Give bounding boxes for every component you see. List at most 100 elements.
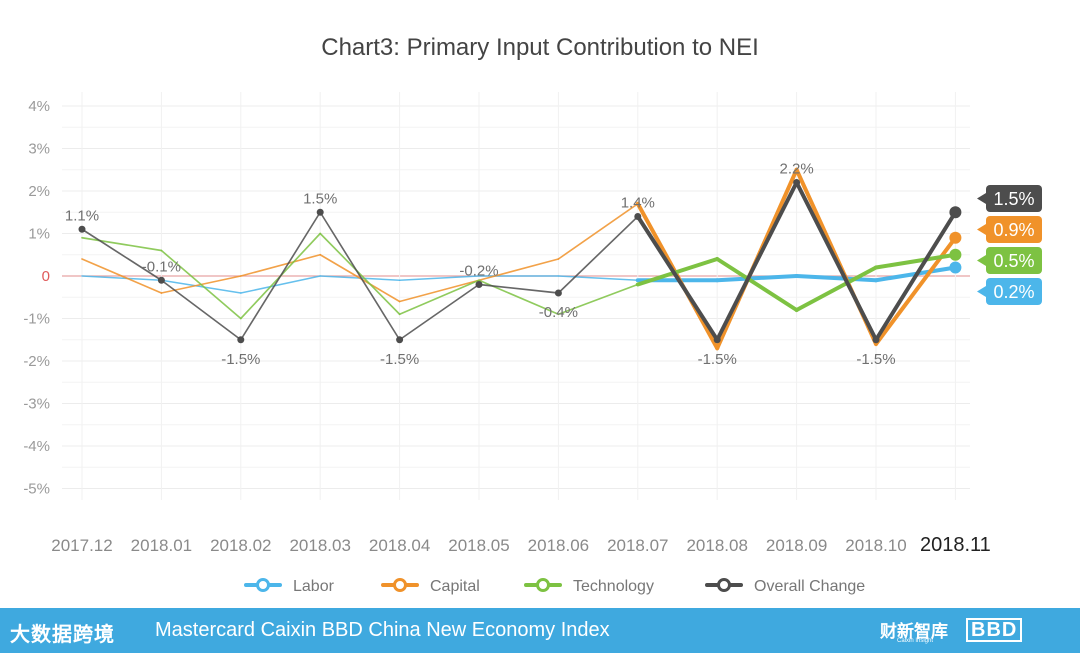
end-label-pointer bbox=[977, 224, 986, 235]
footer-logo-caixin: 财新智库 bbox=[880, 622, 948, 641]
data-label: -0.1% bbox=[142, 258, 181, 275]
series-segment bbox=[398, 275, 480, 281]
series-segment bbox=[557, 215, 639, 294]
series-segment bbox=[715, 257, 799, 312]
end-label-text: 0.9% bbox=[993, 220, 1034, 240]
series-segment bbox=[160, 279, 242, 294]
series-segment bbox=[794, 274, 878, 283]
data-label: -1.5% bbox=[221, 351, 260, 368]
series-segment bbox=[715, 274, 799, 283]
legend-swatch-marker bbox=[256, 578, 270, 592]
series-segment bbox=[635, 257, 720, 287]
end-label-pointer bbox=[977, 255, 986, 266]
legend-label: Overall Change bbox=[754, 578, 865, 595]
x-tick-label: 2018.10 bbox=[845, 536, 906, 555]
x-tick-label: 2018.01 bbox=[131, 536, 192, 555]
series-segment bbox=[398, 283, 480, 341]
end-label-text: 0.2% bbox=[993, 282, 1034, 302]
end-label-labor: 0.2% bbox=[977, 278, 1042, 305]
y-tick-label: -4% bbox=[23, 438, 50, 455]
series-segment bbox=[794, 265, 878, 312]
y-tick-label: 2% bbox=[28, 183, 50, 200]
x-tick-label: 2018.06 bbox=[528, 536, 589, 555]
data-point bbox=[634, 213, 642, 220]
series-segment bbox=[81, 228, 163, 282]
data-point bbox=[793, 179, 801, 186]
data-labels: 1.1% -0.1% -1.5% 1.5% -1.5% -0.2% -0.4% 1.4% -1.… bbox=[65, 161, 896, 368]
y-tick-label: -5% bbox=[23, 481, 50, 498]
end-label-box bbox=[986, 185, 1042, 212]
legend-item-capital: Capital bbox=[381, 578, 480, 595]
series-segment bbox=[874, 235, 958, 346]
x-tick-label: 2018.05 bbox=[448, 536, 509, 555]
series-segment bbox=[81, 236, 163, 252]
series-end-point bbox=[949, 231, 962, 244]
axes: 4% 3% 2% 1% 0 -1% -2% -3% -4% -5% 2017.12 2018.01 20… bbox=[23, 98, 990, 556]
series-segment bbox=[239, 211, 322, 341]
series-segment bbox=[557, 275, 639, 281]
end-label-pointer bbox=[977, 193, 986, 204]
series-segment bbox=[874, 210, 958, 342]
y-tick-label: 4% bbox=[28, 98, 50, 115]
series-segment bbox=[478, 283, 560, 294]
end-label-pointer bbox=[977, 286, 986, 297]
data-point bbox=[157, 276, 165, 284]
series-segment bbox=[319, 232, 401, 316]
end-label-technology: 0.5% bbox=[977, 247, 1042, 274]
data-point bbox=[396, 336, 404, 344]
series-segment bbox=[398, 279, 480, 316]
y-tick-label: 3% bbox=[28, 141, 50, 158]
end-label-text: 0.5% bbox=[993, 251, 1034, 271]
data-label: -1.5% bbox=[856, 351, 895, 368]
series-segment bbox=[874, 252, 958, 270]
series-segment bbox=[160, 279, 242, 341]
series-segment bbox=[81, 258, 163, 294]
data-point bbox=[316, 208, 324, 216]
series-segment bbox=[478, 258, 560, 282]
end-label-capital: 0.9% bbox=[977, 216, 1042, 243]
x-tick-label: 2018.04 bbox=[369, 536, 430, 555]
end-label-overall-change: 1.5% bbox=[977, 185, 1042, 212]
footer-logo-bbd: BBD bbox=[966, 618, 1023, 642]
chart-title: Chart3: Primary Input Contribution to NE… bbox=[321, 34, 759, 61]
legend-item-technology: Technology bbox=[524, 578, 654, 595]
end-label-box bbox=[986, 278, 1042, 305]
series-segment bbox=[557, 283, 639, 316]
series-segment bbox=[319, 211, 401, 341]
legend: Labor Capital Technology Overall Change bbox=[244, 578, 865, 595]
series-end-point bbox=[949, 206, 962, 219]
data-point bbox=[713, 336, 721, 344]
x-tick-label: 2018.02 bbox=[210, 536, 271, 555]
legend-swatch-marker bbox=[536, 578, 550, 592]
legend-label: Capital bbox=[430, 578, 480, 595]
end-label-text: 1.5% bbox=[993, 189, 1034, 209]
data-point bbox=[554, 289, 562, 297]
legend-label: Technology bbox=[573, 578, 654, 595]
data-label: 1.4% bbox=[621, 195, 655, 212]
series-end-point bbox=[949, 248, 962, 261]
legend-item-labor: Labor bbox=[244, 578, 335, 595]
footer-logo-left: 大数据跨境 bbox=[10, 624, 115, 646]
data-label: -1.5% bbox=[380, 351, 419, 368]
y-tick-label: -2% bbox=[23, 353, 50, 370]
x-tick-label: 2018.07 bbox=[607, 536, 668, 555]
end-label-box bbox=[986, 247, 1042, 274]
legend-label: Labor bbox=[293, 578, 335, 595]
y-tick-label: 1% bbox=[28, 226, 50, 243]
series-segment bbox=[239, 253, 322, 277]
data-label: 1.5% bbox=[303, 190, 337, 207]
series-segment bbox=[319, 253, 401, 303]
footer-title: Mastercard Caixin BBD China New Economy … bbox=[155, 619, 610, 641]
chart: Chart3: Primary Input Contribution to NE… bbox=[23, 34, 1042, 595]
series-segment bbox=[160, 249, 242, 320]
footer-bar: 大数据跨境 Mastercard Caixin BBD China New Ec… bbox=[0, 608, 1080, 653]
series-segment bbox=[794, 180, 878, 342]
x-tick-label: 2018.03 bbox=[289, 536, 350, 555]
x-tick-label: 2017.12 bbox=[51, 536, 112, 555]
series-segment bbox=[715, 180, 799, 342]
legend-swatch-marker bbox=[717, 578, 731, 592]
x-tick-label: 2018.11 bbox=[920, 534, 991, 556]
end-labels: 1.5% 0.9% 0.5% 0.2% bbox=[977, 185, 1042, 305]
y-tick-label: -1% bbox=[23, 311, 50, 328]
x-tick-label: 2018.09 bbox=[766, 536, 827, 555]
